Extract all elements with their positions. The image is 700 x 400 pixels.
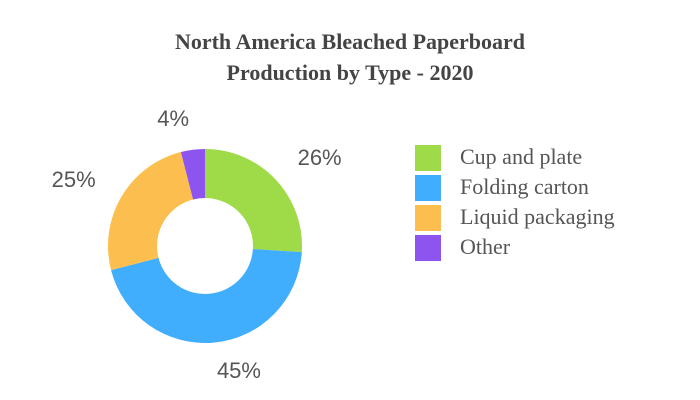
- data-label: 25%: [52, 167, 96, 192]
- legend-swatch: [415, 175, 441, 201]
- legend-swatch: [415, 205, 441, 231]
- donut-slice: [111, 249, 302, 343]
- data-label: 4%: [157, 106, 189, 131]
- legend-swatch: [415, 235, 441, 261]
- legend-label: Cup and plate: [460, 144, 582, 169]
- legend-swatch: [415, 145, 441, 171]
- donut-slice: [107, 152, 194, 271]
- donut-slice: [180, 149, 205, 200]
- legend-label: Other: [460, 234, 511, 259]
- legend-label: Folding carton: [460, 174, 589, 199]
- chart-title: Production by Type - 2020: [227, 60, 474, 85]
- chart-title: North America Bleached Paperboard: [175, 29, 525, 54]
- data-label: 26%: [298, 145, 342, 170]
- legend-label: Liquid packaging: [460, 204, 615, 229]
- donut-slice: [205, 149, 302, 253]
- data-label: 45%: [217, 358, 261, 383]
